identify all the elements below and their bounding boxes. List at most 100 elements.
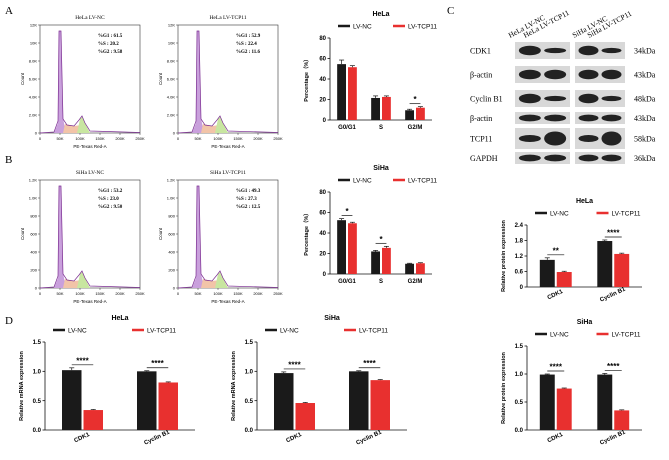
bar: [539, 374, 555, 430]
bar: [62, 370, 82, 430]
flow-title: HeLa LV-NC: [75, 15, 105, 21]
g2-peak: [77, 117, 90, 133]
blot-band: [578, 69, 599, 80]
flow-stat: %S : 20.2: [98, 42, 119, 47]
flow-histogram: SiHa LV-NC 0 200 400 600 800 1.0K 1.2K 0 50K 100K 1…: [20, 170, 145, 304]
flow-ytick-label: 400: [30, 250, 37, 255]
flow-xlabel: PE-Texas Red-A: [211, 299, 244, 304]
chart-title: HeLa: [576, 198, 593, 205]
significance-stars: ****: [363, 359, 376, 368]
bar: [597, 374, 613, 430]
y-tick-label: 0.0: [515, 428, 524, 434]
flow-title: HeLa LV-TCP11: [209, 15, 246, 21]
x-tick-label: G0/G1: [338, 125, 356, 131]
bar: [348, 67, 357, 120]
blot-band: [601, 95, 622, 102]
flow-stat: %S : 27.3: [236, 197, 257, 202]
g2-peak: [215, 272, 228, 288]
flow-xtick-label: 0: [39, 136, 42, 141]
legend-label: LV-NC: [353, 24, 372, 31]
flow-stat: %G2 : 12.5: [236, 205, 261, 210]
y-tick-label: 1.5: [515, 344, 524, 350]
significance-stars: ****: [550, 363, 563, 372]
flow-xtick-label: 100K: [75, 291, 85, 296]
y-axis-label: Percentage（%）: [302, 56, 310, 102]
bar-chart: SiHa LV-NC LV-TCP11 0.0 0.5 1.0 1.5 Relative pr…: [501, 319, 642, 447]
chart-title: SiHa: [373, 165, 389, 172]
blot-band: [601, 47, 622, 54]
chart-title: HeLa: [111, 315, 128, 322]
significance-stars: ****: [76, 356, 89, 365]
legend-label: LV-TCP11: [612, 332, 641, 339]
y-tick-label: 20: [319, 98, 326, 104]
panel-label-b: B: [5, 154, 12, 166]
x-tick-label: CDK1: [547, 432, 565, 445]
flow-xtick-label: 0: [177, 291, 180, 296]
y-tick-label: 0.5: [245, 399, 254, 405]
blot-band: [578, 154, 599, 162]
y-tick-label: 60: [319, 211, 326, 217]
y-tick-label: 40: [319, 77, 326, 83]
x-tick-label: CDK1: [285, 432, 303, 445]
band-kda-label: 58kDa: [634, 135, 656, 144]
significance-stars: ****: [151, 359, 164, 368]
histogram-outline: [39, 185, 141, 289]
bar: [371, 97, 380, 120]
flow-ytick-label: 600: [30, 232, 37, 237]
significance-stars: ****: [607, 228, 620, 237]
flow-ytick-label: 4.0K: [29, 95, 38, 100]
flow-xlabel: PE-Texas Red-A: [73, 299, 106, 304]
legend-label: LV-TCP11: [408, 178, 437, 185]
flow-xtick-label: 250K: [273, 291, 283, 296]
flow-histogram: HeLa LV-TCP11 0 2.0K 4.0K 6.0K 8.0K 10K 12K 0 50K…: [158, 15, 283, 149]
bar: [158, 382, 178, 430]
flow-ytick-label: 10K: [30, 41, 37, 46]
bar: [614, 410, 630, 430]
flow-xlabel: PE-Texas Red-A: [211, 144, 244, 149]
y-axis-label: Relative protein expression: [501, 351, 507, 423]
g1-peak: [54, 186, 66, 288]
band-protein-label: β-actin: [470, 71, 492, 80]
blot-band: [544, 47, 567, 54]
legend-label: LV-TCP11: [612, 211, 641, 218]
flow-title: SiHa LV-TCP11: [210, 170, 246, 176]
flow-ytick-label: 600: [168, 232, 175, 237]
blot-band: [601, 131, 622, 146]
blot-band: [578, 114, 599, 122]
y-tick-label: 0.0: [245, 428, 254, 434]
flow-xtick-label: 0: [39, 291, 42, 296]
flow-ytick-label: 12K: [168, 23, 175, 28]
blot-band: [601, 114, 622, 122]
panel-label-d: D: [5, 315, 13, 327]
x-tick-label: S: [379, 125, 383, 131]
flow-stat: %G1 : 52.9: [236, 34, 261, 39]
y-tick-label: 0.0: [33, 428, 42, 434]
band-kda-label: 43kDa: [634, 71, 656, 80]
blot-band: [518, 45, 541, 56]
flow-xtick-label: 250K: [135, 136, 145, 141]
legend-label: LV-NC: [353, 178, 372, 185]
x-tick-label: Cyclin B1: [355, 429, 383, 446]
band-kda-label: 34kDa: [634, 47, 656, 56]
y-axis-label: Relative mRNA expression: [19, 350, 25, 420]
flow-xtick-label: 150K: [95, 136, 105, 141]
flow-xtick-label: 200K: [115, 291, 125, 296]
y-tick-label: 1.8: [515, 239, 524, 245]
y-axis-label: Relative protein expression: [501, 219, 507, 291]
blot-band: [518, 114, 541, 122]
flow-ytick-label: 800: [168, 214, 175, 219]
flow-cytometry-histograms: HeLa LV-NC 0 2.0K 4.0K 6.0K 8.0K 10K 12K 0 50K 100…: [20, 15, 283, 304]
blot-band: [518, 69, 541, 80]
flow-stat: %S : 23.0: [98, 197, 119, 202]
flow-ytick-label: 1.0K: [29, 196, 38, 201]
significance-stars: ****: [607, 362, 620, 371]
y-tick-label: 1.5: [33, 340, 42, 346]
flow-xtick-label: 0: [177, 136, 180, 141]
legend-label: LV-TCP11: [147, 328, 176, 335]
x-tick-label: Cyclin B1: [143, 429, 171, 446]
histogram-outline: [39, 30, 141, 134]
flow-stat: %G1 : 61.5: [98, 34, 123, 39]
